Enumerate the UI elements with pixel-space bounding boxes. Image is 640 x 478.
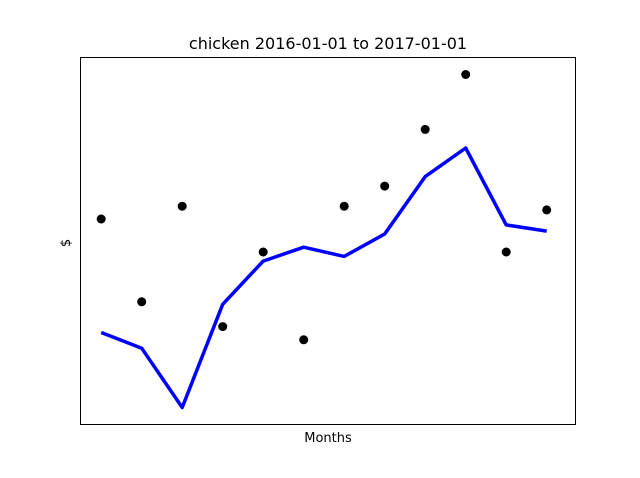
scatter-point-3 (218, 322, 228, 332)
y-axis-label: $ (59, 239, 74, 247)
series-line-1 (100, 146, 547, 410)
scatter-point-11 (542, 205, 552, 215)
x-axis-label: Months (304, 431, 352, 446)
plot-area-frame (80, 57, 576, 425)
scatter-point-4 (258, 247, 268, 257)
scatter-point-10 (501, 247, 511, 257)
scatter-point-1 (137, 297, 147, 307)
scatter-point-2 (177, 201, 187, 211)
scatter-point-0 (96, 214, 106, 224)
scatter-point-7 (380, 181, 390, 191)
scatter-point-9 (461, 70, 471, 79)
plot-series (96, 70, 552, 410)
scatter-point-5 (299, 335, 309, 345)
scatter-point-8 (420, 124, 430, 134)
scatter-point-6 (339, 201, 349, 211)
chart-title: chicken 2016-01-01 to 2017-01-01 (189, 34, 467, 53)
